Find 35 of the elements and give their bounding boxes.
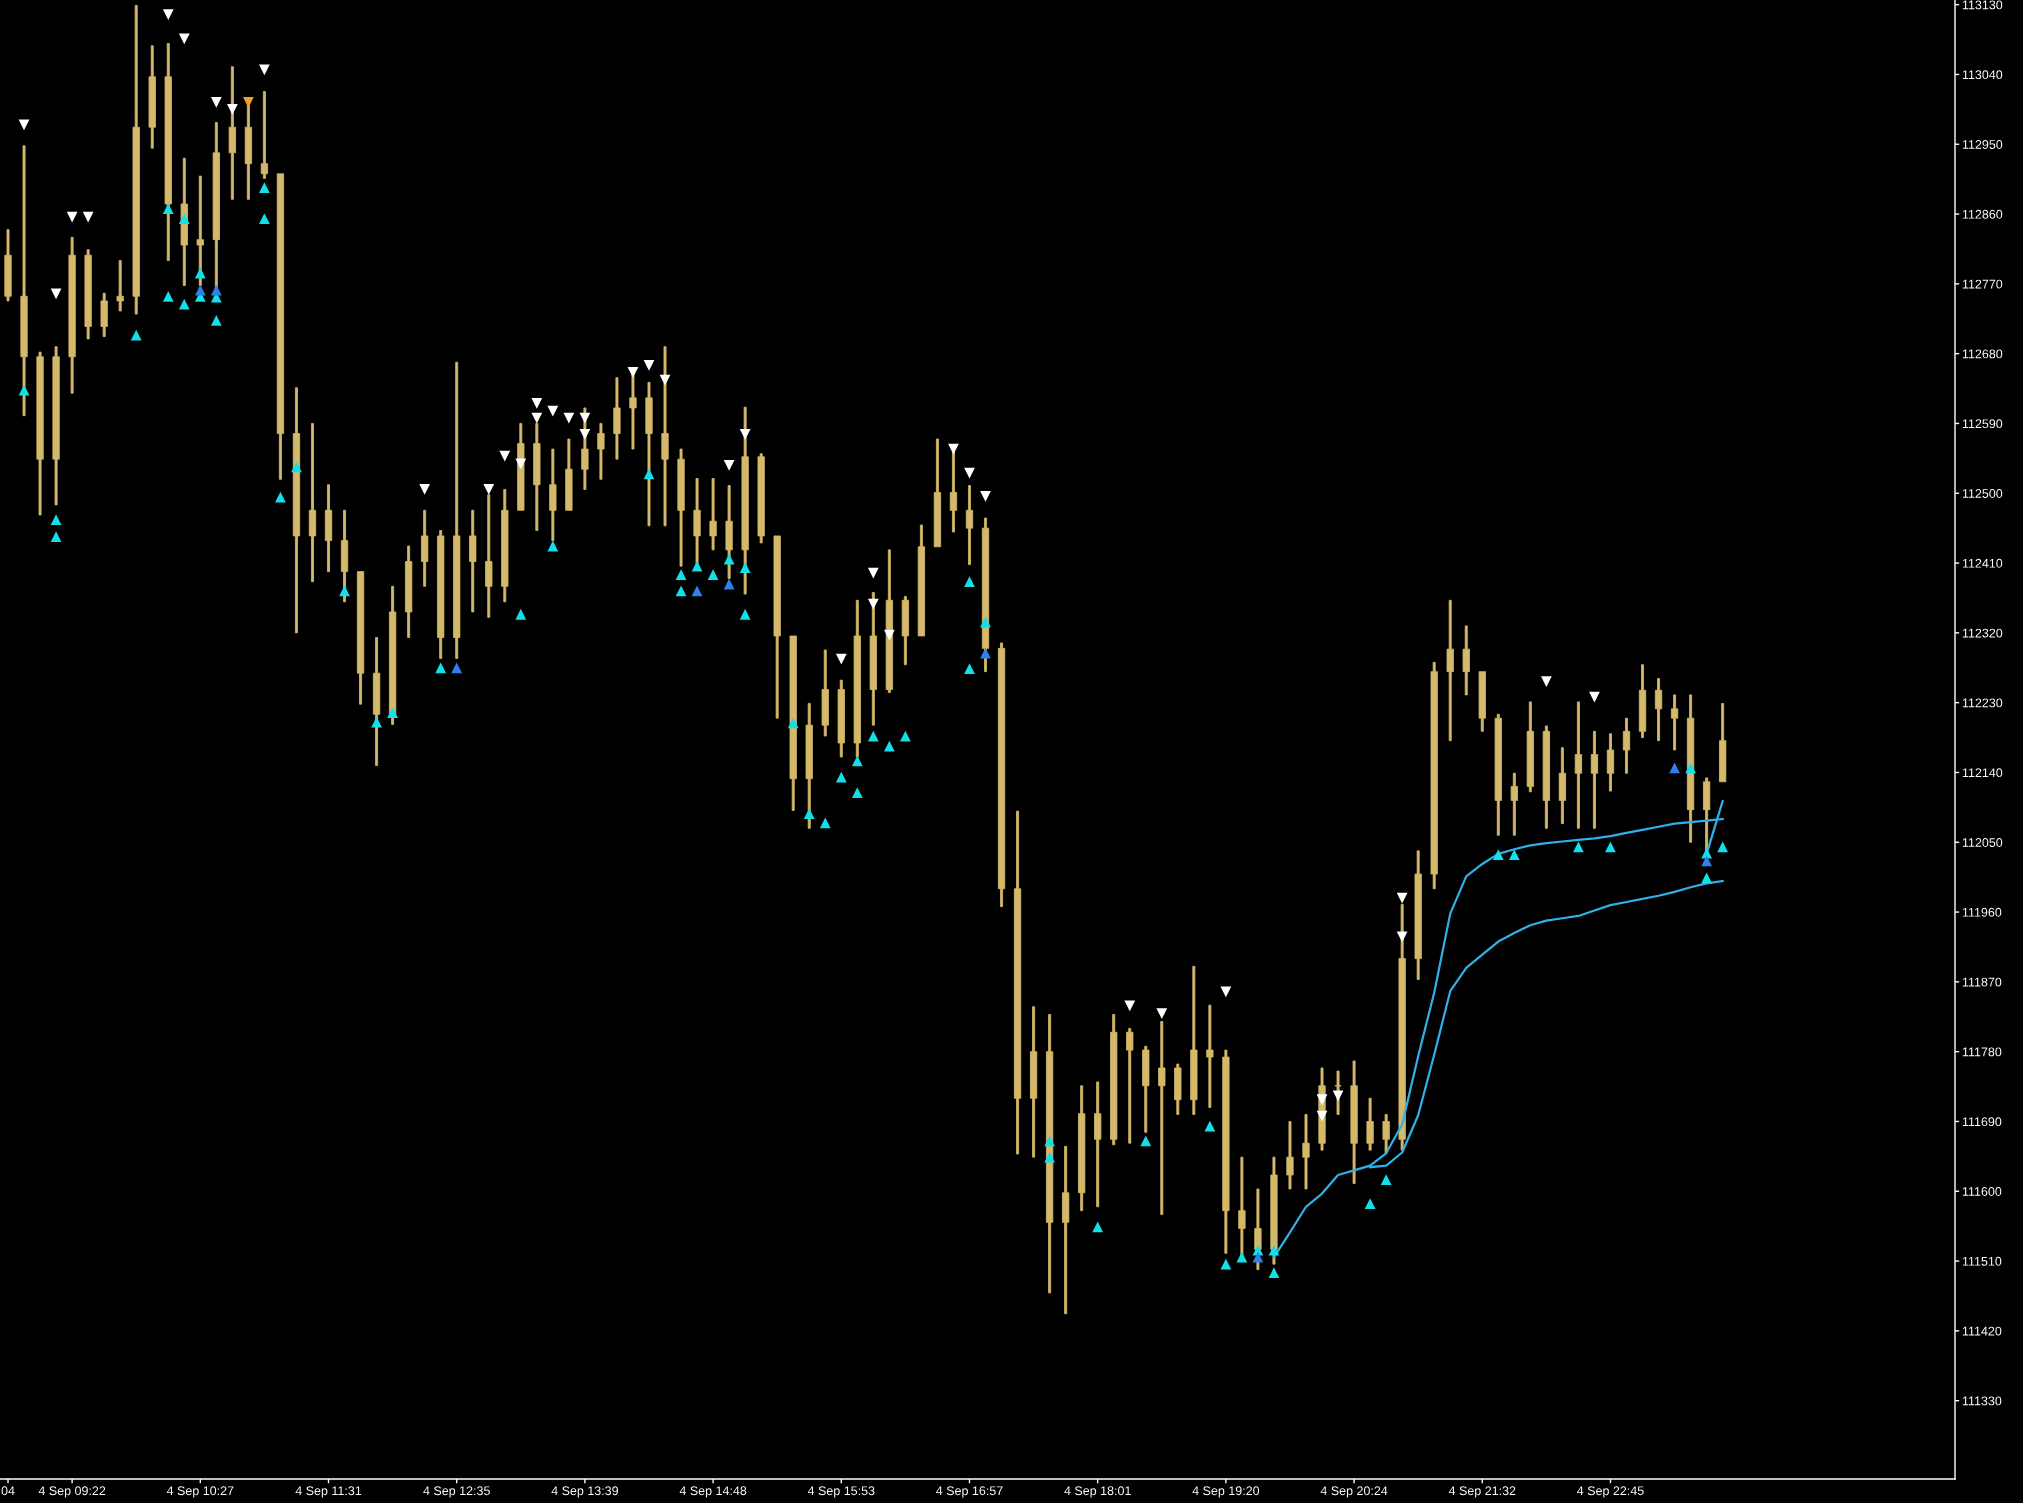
y-tick-label: 112860 <box>1962 209 2003 219</box>
x-tick-label: 04 <box>1 1486 15 1496</box>
y-tick-label: 111510 <box>1962 1256 2002 1266</box>
y-tick-label: 112140 <box>1962 768 2003 778</box>
x-tick-label: 4 Sep 21:32 <box>1448 1486 1516 1498</box>
x-tick-label: 4 Sep 19:20 <box>1192 1486 1260 1498</box>
x-tick-label: 4 Sep 13:39 <box>551 1486 619 1498</box>
y-tick-label: 111600 <box>1962 1187 2002 1196</box>
y-tick-label: 111420 <box>1962 1326 2002 1336</box>
y-tick-label: 111870 <box>1962 977 2002 987</box>
x-tick-label: 4 Sep 22:45 <box>1577 1486 1644 1498</box>
x-tick-label: 4 Sep 14:48 <box>679 1486 747 1498</box>
y-tick-label: 112410 <box>1962 558 2003 568</box>
y-tick-label: 113130 <box>1962 0 2003 10</box>
y-tick-label: 111960 <box>1962 907 2002 917</box>
x-tick-label: 4 Sep 20:24 <box>1320 1486 1388 1498</box>
y-tick-label: 113040 <box>1962 70 2003 80</box>
y-tick-label: 111690 <box>1962 1117 2002 1127</box>
y-tick-label: 112950 <box>1962 140 2003 149</box>
x-tick-label: 4 Sep 15:53 <box>807 1486 875 1498</box>
y-tick-label: 111780 <box>1962 1047 2002 1057</box>
y-tick-label: 112500 <box>1962 489 2003 498</box>
y-tick-label: 112230 <box>1962 698 2003 708</box>
x-tick-label: 4 Sep 12:35 <box>423 1486 490 1498</box>
y-tick-label: 112590 <box>1962 419 2003 429</box>
y-tick-label: 111330 <box>1962 1396 2002 1406</box>
y-tick-label: 112320 <box>1962 628 2003 638</box>
x-tick-label: 4 Sep 18:01 <box>1064 1486 1131 1498</box>
x-tick-label: 4 Sep 11:31 <box>295 1486 362 1498</box>
y-tick-label: 112050 <box>1962 838 2003 847</box>
x-tick-label: 4 Sep 10:27 <box>166 1486 234 1498</box>
y-tick-label: 112680 <box>1962 349 2003 359</box>
y-tick-label: 112770 <box>1962 279 2003 289</box>
x-tick-label: 4 Sep 09:22 <box>38 1486 106 1498</box>
x-tick-label: 4 Sep 16:57 <box>936 1486 1003 1498</box>
